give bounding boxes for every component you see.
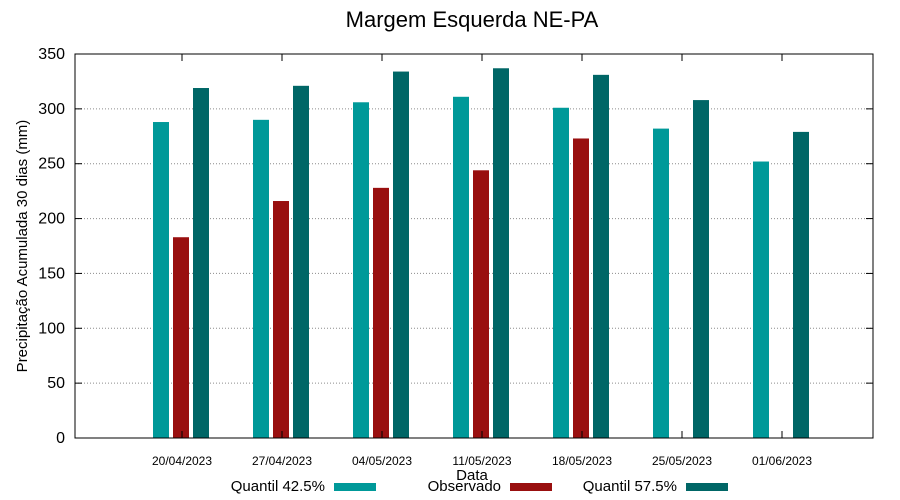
x-tick-label: 18/05/2023 xyxy=(552,454,612,468)
y-tick-label: 50 xyxy=(47,375,65,392)
bar xyxy=(393,71,409,438)
y-tick-label: 300 xyxy=(38,101,65,118)
bar xyxy=(173,237,189,438)
y-tick-label: 150 xyxy=(38,265,65,282)
bar xyxy=(553,107,569,438)
bar xyxy=(193,88,209,439)
bar xyxy=(473,170,489,438)
x-axis-ticks: 20/04/2023 27/04/2023 04/05/2023 11/05/2023… xyxy=(152,54,812,468)
x-tick-label: 25/05/2023 xyxy=(652,454,712,468)
bar xyxy=(793,131,809,438)
bar xyxy=(273,201,289,438)
bar xyxy=(653,128,669,438)
legend-label: Observado xyxy=(428,478,501,495)
y-tick-label: 100 xyxy=(38,320,65,337)
chart-title: Margem Esquerda NE-PA xyxy=(346,7,599,32)
y-tick-label: 0 xyxy=(56,430,65,447)
bar xyxy=(493,68,509,439)
x-tick-label: 27/04/2023 xyxy=(252,454,312,468)
bar xyxy=(693,100,709,438)
plot-frame xyxy=(74,53,874,439)
legend-label: Quantil 42.5% xyxy=(231,478,325,495)
x-axis-label: Data xyxy=(456,467,488,484)
bars xyxy=(153,68,809,439)
bar xyxy=(453,96,469,438)
y-axis-label: Precipitação Acumulada 30 dias (mm) xyxy=(14,120,31,373)
bar xyxy=(593,74,609,439)
y-tick-label: 200 xyxy=(38,211,65,228)
bar xyxy=(573,138,589,439)
bar xyxy=(373,187,389,438)
y-tick-label: 250 xyxy=(38,156,65,173)
legend-swatch xyxy=(334,483,376,491)
legend-swatch xyxy=(510,483,552,491)
x-tick-label: 01/06/2023 xyxy=(752,454,812,468)
y-axis-ticks: 0 50 100 150 200 250 300 350 xyxy=(38,46,873,447)
x-tick-label: 04/05/2023 xyxy=(352,454,412,468)
legend: Quantil 42.5% Observado Quantil 57.5% xyxy=(231,478,728,495)
y-tick-label: 350 xyxy=(38,46,65,63)
bar xyxy=(293,85,309,439)
legend-swatch xyxy=(686,483,728,491)
legend-label: Quantil 57.5% xyxy=(583,478,677,495)
x-tick-label: 20/04/2023 xyxy=(152,454,212,468)
bar xyxy=(753,161,769,438)
x-tick-label: 11/05/2023 xyxy=(452,454,511,468)
bar xyxy=(153,122,169,438)
bar xyxy=(253,119,269,438)
bar xyxy=(353,102,369,438)
